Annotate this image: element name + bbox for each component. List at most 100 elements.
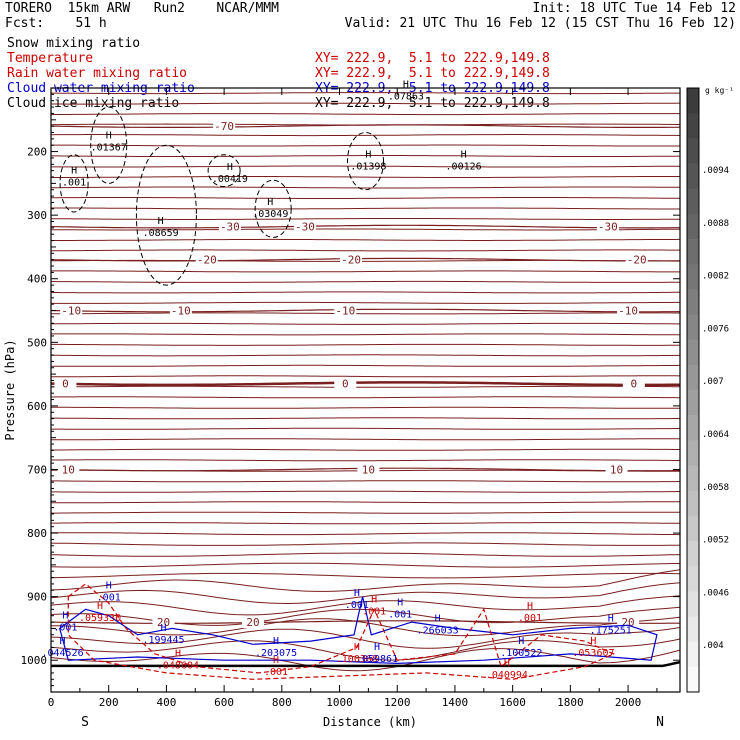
isotherm-line [51, 207, 680, 210]
isotherm-line [51, 218, 681, 220]
rain-max-label: .059330 [79, 613, 121, 624]
cloud-water-max-marker: H [608, 614, 614, 625]
axes: 0 200 400 600 800 1000 1200 1400 1600 1800 2000200… [21, 88, 680, 709]
rain-max-label: .001 [264, 667, 288, 678]
isotherm-line [51, 490, 681, 493]
isotherm-line [51, 186, 680, 189]
isotherm-label-bg [596, 220, 619, 233]
y-tick-label: 500 [27, 336, 47, 349]
y-tick-label: 800 [27, 527, 47, 540]
x-tick-label: 1000 [326, 696, 353, 709]
rain-max-label: .001 [362, 607, 386, 618]
snow-max-marker: H [158, 216, 164, 227]
plot-content: -70 -30 -30 -30 -20 -20 -20 -10 -10 -10 -10 0 0 0 10 10… [41, 80, 681, 681]
rain-max-marker: H [354, 642, 360, 653]
isotherm-label: 10 [62, 463, 75, 476]
rain-max-label: .100368 [336, 654, 378, 665]
cloud-water-max-marker: H [374, 642, 380, 653]
isotherm-label: -10 [61, 305, 81, 318]
x-tick-label: 1200 [384, 696, 411, 709]
y-tick-label: 200 [27, 146, 47, 159]
colorbar: .0094 .0088 .0082 .0076 .007 .0064 .0058 .0052.… [686, 87, 729, 693]
cloud-water-max-marker: H [518, 636, 524, 647]
isotherm-line [50, 572, 681, 579]
isotherm-line [51, 616, 681, 637]
y-tick-label: 900 [27, 591, 47, 604]
colorbar-band [687, 239, 699, 265]
isotherm-line [51, 480, 681, 483]
colorbar-band [687, 88, 699, 114]
colorbar-band [687, 591, 699, 617]
field-name-temperature: Temperature [7, 51, 94, 66]
colorbar-band [687, 541, 699, 567]
isotherm-line [50, 552, 681, 557]
colorbar-band [687, 289, 699, 315]
snow-contour [135, 144, 197, 286]
cloud-water-max-marker: H [161, 623, 167, 634]
isotherm-label: 10 [362, 463, 375, 476]
cloud-water-max-marker: H [435, 614, 441, 625]
snow-max-marker: H [106, 130, 112, 141]
y-tick-label: 400 [27, 273, 47, 286]
isotherm-line [51, 406, 680, 409]
x-tick-label: 1800 [557, 696, 584, 709]
isotherm--70 [50, 124, 681, 128]
isotherm--10 [50, 308, 681, 313]
isotherm-line [50, 582, 681, 605]
cloud-water-max-marker: H [397, 598, 403, 609]
rain-max-label: .001 [518, 613, 542, 624]
cloud-water-max-label: .100522 [500, 648, 542, 659]
colorbar-band [687, 415, 699, 441]
isotherm-line [51, 448, 680, 451]
isotherm-label-bg [57, 463, 80, 476]
colorbar-band [687, 138, 699, 164]
cloud-water-max-label: .044526 [41, 648, 83, 659]
isotherm-label-bg [60, 304, 83, 317]
colorbar-band [687, 515, 699, 542]
isotherm-label-bg [195, 253, 218, 266]
isotherm-line [51, 375, 681, 378]
cloud-water-max-label: .203075 [255, 648, 297, 659]
colorbar-label: .0082 [702, 272, 729, 282]
colorbar-band [687, 364, 699, 391]
isotherm-label-bg [622, 377, 645, 390]
isotherm-line [51, 532, 681, 536]
isotherm-line [50, 322, 680, 325]
colorbar-band [687, 264, 699, 290]
snow-max-marker: H [461, 149, 467, 160]
x-tick-label: 400 [156, 696, 176, 709]
header-right-line1: Init: 18 UTC Tue 14 Feb 12 [532, 1, 737, 16]
snow-max-marker: H [71, 165, 77, 176]
isotherm--30 [50, 224, 680, 229]
isotherm-label: 0 [342, 378, 349, 391]
cloud-water-max-label: .175251 [590, 626, 632, 637]
snow-max-label: .03049 [252, 209, 288, 220]
colorbar-label: .0076 [702, 324, 729, 334]
isotherm-label: 20 [246, 616, 259, 629]
x-tick-label: 0 [48, 696, 55, 709]
isotherm-line [51, 113, 680, 116]
isotherm-line [50, 364, 681, 367]
cloud-water-max-marker: H [106, 581, 112, 592]
colorbar-frame [686, 87, 700, 693]
isotherm-label: 0 [631, 378, 638, 391]
isotherm-line [51, 176, 680, 178]
rain-max-marker: H [371, 595, 377, 606]
header-left-line1: TORERO 15km ARW Run2 NCAR/MMM [5, 1, 279, 16]
colorbar-band [687, 339, 699, 366]
cloud-water-max-marker: H [60, 636, 66, 647]
isotherm-label-bg [625, 253, 648, 266]
isotherm-line [51, 522, 680, 525]
snow-max-label: .07863 [388, 92, 424, 103]
isotherm-line [50, 396, 681, 399]
colorbar-label: .0052 [702, 536, 729, 546]
isotherm-line [51, 501, 680, 504]
isotherm-line [50, 595, 681, 616]
isotherm-label-bg [357, 463, 380, 476]
colorbar-band [687, 641, 699, 668]
isotherm-label-bg [605, 463, 628, 476]
y-tick-label: 600 [27, 400, 47, 413]
colorbar-unit: g kg⁻¹ [705, 86, 734, 95]
rain-max-marker: H [273, 655, 279, 666]
isotherm-line [51, 354, 680, 357]
